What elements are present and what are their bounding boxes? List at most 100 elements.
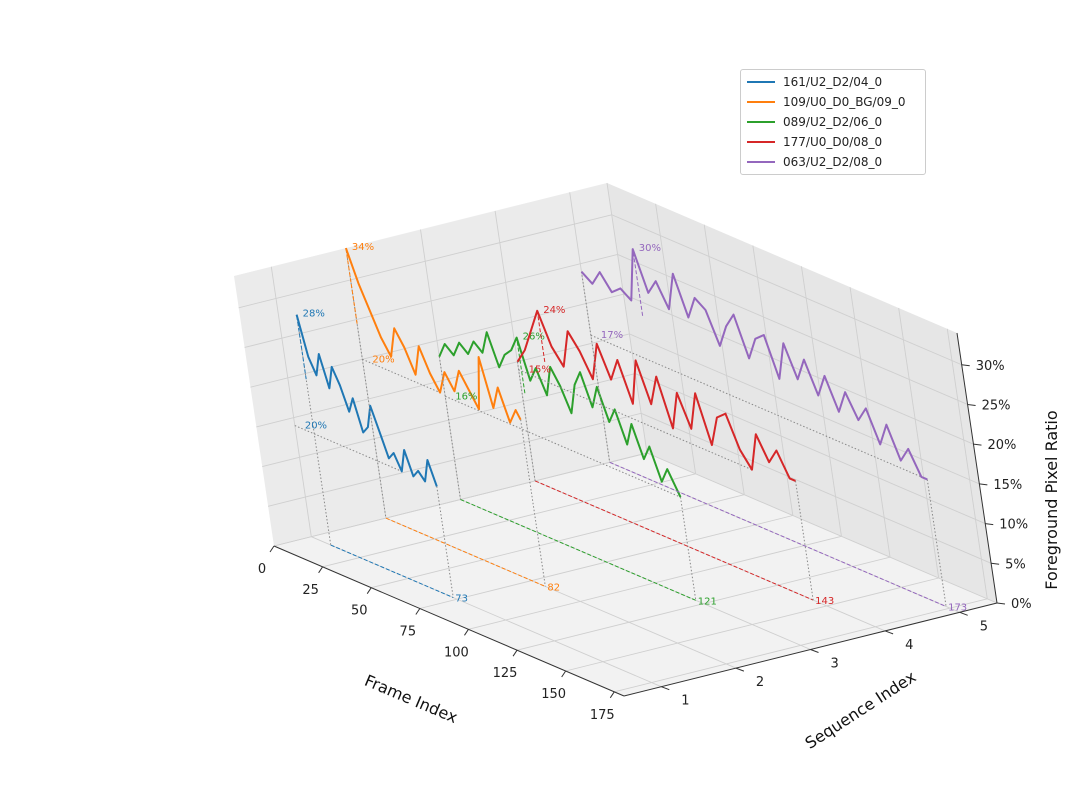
legend-swatch [747, 141, 775, 143]
y-tick [661, 686, 670, 691]
gridline [898, 307, 940, 579]
gridline [800, 266, 842, 537]
series-min-marker [445, 395, 681, 498]
series-min-marker [590, 334, 922, 478]
gridline [629, 333, 980, 485]
z-tick [967, 403, 976, 406]
gridline [640, 412, 992, 564]
series-end-label: 82 [547, 582, 560, 593]
series-max-label: 30% [639, 243, 661, 254]
back-pane [607, 183, 997, 603]
z-tick [996, 602, 1006, 605]
x-tick-label: 125 [493, 666, 518, 681]
gridline [849, 287, 891, 558]
series-max-marker [516, 337, 526, 394]
series-min-label: 20% [305, 421, 327, 432]
series-drop-line [795, 480, 814, 601]
z-tick-label: 30% [976, 359, 1005, 374]
z-tick [973, 443, 982, 446]
series-min-label: 20% [372, 354, 394, 365]
z-tick-label: 15% [993, 478, 1022, 493]
series-line [580, 248, 928, 481]
x-tick [561, 670, 567, 678]
y-tick-label: 5 [980, 619, 988, 634]
x-tick [366, 587, 372, 594]
legend-item: 177/U0_D0/08_0 [747, 132, 919, 152]
legend-item: 109/U0_D0_BG/09_0 [747, 92, 919, 112]
z-tick [979, 483, 988, 486]
series-floor-line [330, 544, 454, 598]
z-tick-label: 25% [982, 398, 1011, 413]
legend-label: 177/U0_D0/08_0 [783, 135, 883, 149]
x-tick-label: 75 [400, 625, 417, 640]
x-axis-label: Frame Index [362, 671, 461, 727]
z-tick-label: 20% [987, 438, 1016, 453]
gridline [238, 214, 612, 309]
series-end-label: 121 [698, 596, 717, 607]
y-axis-label: Sequence Index [802, 667, 920, 753]
y-tick [884, 630, 894, 635]
x-tick-label: 25 [302, 583, 319, 598]
x-tick [512, 649, 518, 657]
gridline [270, 266, 312, 537]
y-tick-label: 2 [756, 675, 764, 690]
series-end-label: 73 [455, 594, 468, 605]
series-drop-line [516, 361, 536, 481]
series-drop-line [580, 271, 611, 463]
z-tick [961, 364, 970, 367]
x-tick [318, 566, 324, 574]
x-tick [415, 608, 421, 615]
series-max-marker [536, 310, 546, 362]
y-tick-label: 1 [681, 694, 689, 709]
series-max-marker [345, 248, 358, 324]
gridline [623, 293, 974, 445]
series-drop-line [520, 419, 546, 587]
series-floor-line [385, 517, 546, 587]
x-tick-label: 150 [541, 687, 566, 702]
legend-swatch [747, 161, 775, 163]
legend-swatch [747, 121, 775, 123]
y-tick-label: 4 [905, 638, 913, 653]
series-line [295, 314, 438, 487]
gridline [655, 203, 697, 474]
series-drop-line [926, 479, 947, 607]
x-tick-label: 175 [590, 708, 615, 723]
legend-swatch [747, 81, 775, 83]
series-min-label: 15% [529, 365, 551, 376]
gridline [250, 293, 624, 388]
series-floor-line [534, 480, 814, 601]
series-max-label: 28% [303, 309, 325, 320]
x-tick [464, 629, 469, 636]
gridline [646, 452, 998, 604]
series-min-label: 16% [455, 391, 477, 402]
gridline [244, 254, 618, 348]
legend-item: 089/U2_D2/06_0 [747, 112, 919, 132]
x-tick [269, 545, 275, 553]
series-min-label: 17% [601, 330, 623, 341]
z-tick-label: 5% [1005, 557, 1026, 572]
z-tick-label: 0% [1011, 597, 1032, 612]
series-max-label: 26% [523, 332, 545, 343]
series-line [438, 331, 682, 498]
gridline [703, 224, 745, 495]
series-min-marker [518, 369, 753, 471]
legend-label: 109/U0_D0_BG/09_0 [783, 95, 906, 109]
legend-label: 161/U2_D2/04_0 [783, 75, 883, 89]
series-max-label: 34% [352, 242, 374, 253]
x-tick-label: 100 [444, 645, 469, 660]
series-min-marker [362, 358, 441, 394]
series-line [344, 247, 522, 424]
y-tick [810, 649, 819, 653]
legend: 161/U2_D2/04_0 109/U0_D0_BG/09_0 089/U2_… [740, 69, 926, 175]
series-max-label: 24% [543, 305, 565, 316]
y-tick [735, 667, 745, 672]
series-floor-line [460, 499, 696, 601]
series-max-marker [296, 314, 307, 380]
z-axis-line [956, 332, 998, 604]
legend-item: 161/U2_D2/04_0 [747, 72, 919, 92]
z-axis-label: Foreground Pixel Ratio [1042, 410, 1061, 589]
legend-label: 063/U2_D2/08_0 [783, 155, 883, 169]
z-tick [991, 562, 1000, 565]
series-line [516, 309, 796, 482]
